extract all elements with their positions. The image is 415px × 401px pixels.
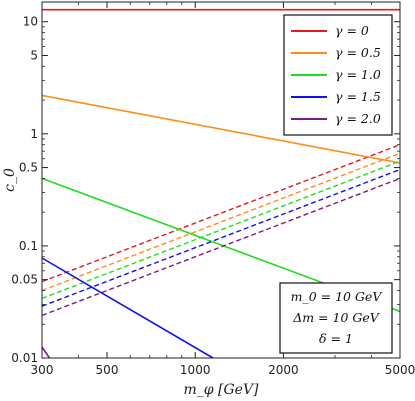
legend-label-2: γ = 1.0 [335, 67, 381, 82]
y-tick-label: 1 [30, 127, 38, 141]
y-axis-title: c_0 [2, 168, 18, 192]
info-box: m_0 = 10 GeV Δm = 10 GeV δ = 1 [279, 282, 393, 354]
series-4-solid-line [42, 346, 51, 358]
x-tick-label: 300 [31, 363, 54, 377]
legend: γ = 0 γ = 0.5 γ = 1.0 γ = 1.5 γ = 2.0 [283, 14, 393, 136]
legend-label-0: γ = 0 [335, 23, 369, 38]
x-tick-label: 5000 [385, 363, 415, 377]
legend-label-1: γ = 0.5 [335, 45, 381, 60]
info-delta: δ = 1 [319, 331, 353, 346]
x-tick-label: 1000 [180, 363, 211, 377]
series-3-solid-line [42, 257, 214, 358]
y-tick-label: 0.01 [11, 351, 38, 365]
y-tick-label: 0.1 [19, 239, 38, 253]
series-1-solid-line [42, 94, 400, 164]
x-axis-title: m_φ [GeV] [183, 382, 259, 398]
legend-label-4: γ = 2.0 [335, 111, 381, 126]
y-tick-label: 0.5 [19, 161, 38, 175]
info-delta-m: Δm = 10 GeV [292, 310, 381, 325]
x-tick-label: 2000 [268, 363, 299, 377]
info-m0: m_0 = 10 GeV [291, 289, 384, 304]
y-tick-label: 10 [23, 15, 38, 29]
x-tick-label: 500 [96, 363, 119, 377]
plot-frame [41, 1, 401, 359]
legend-label-3: γ = 1.5 [335, 89, 381, 104]
info-box-frame [279, 282, 393, 354]
y-tick-label: 0.05 [11, 273, 38, 287]
y-tick-label: 5 [30, 48, 38, 62]
